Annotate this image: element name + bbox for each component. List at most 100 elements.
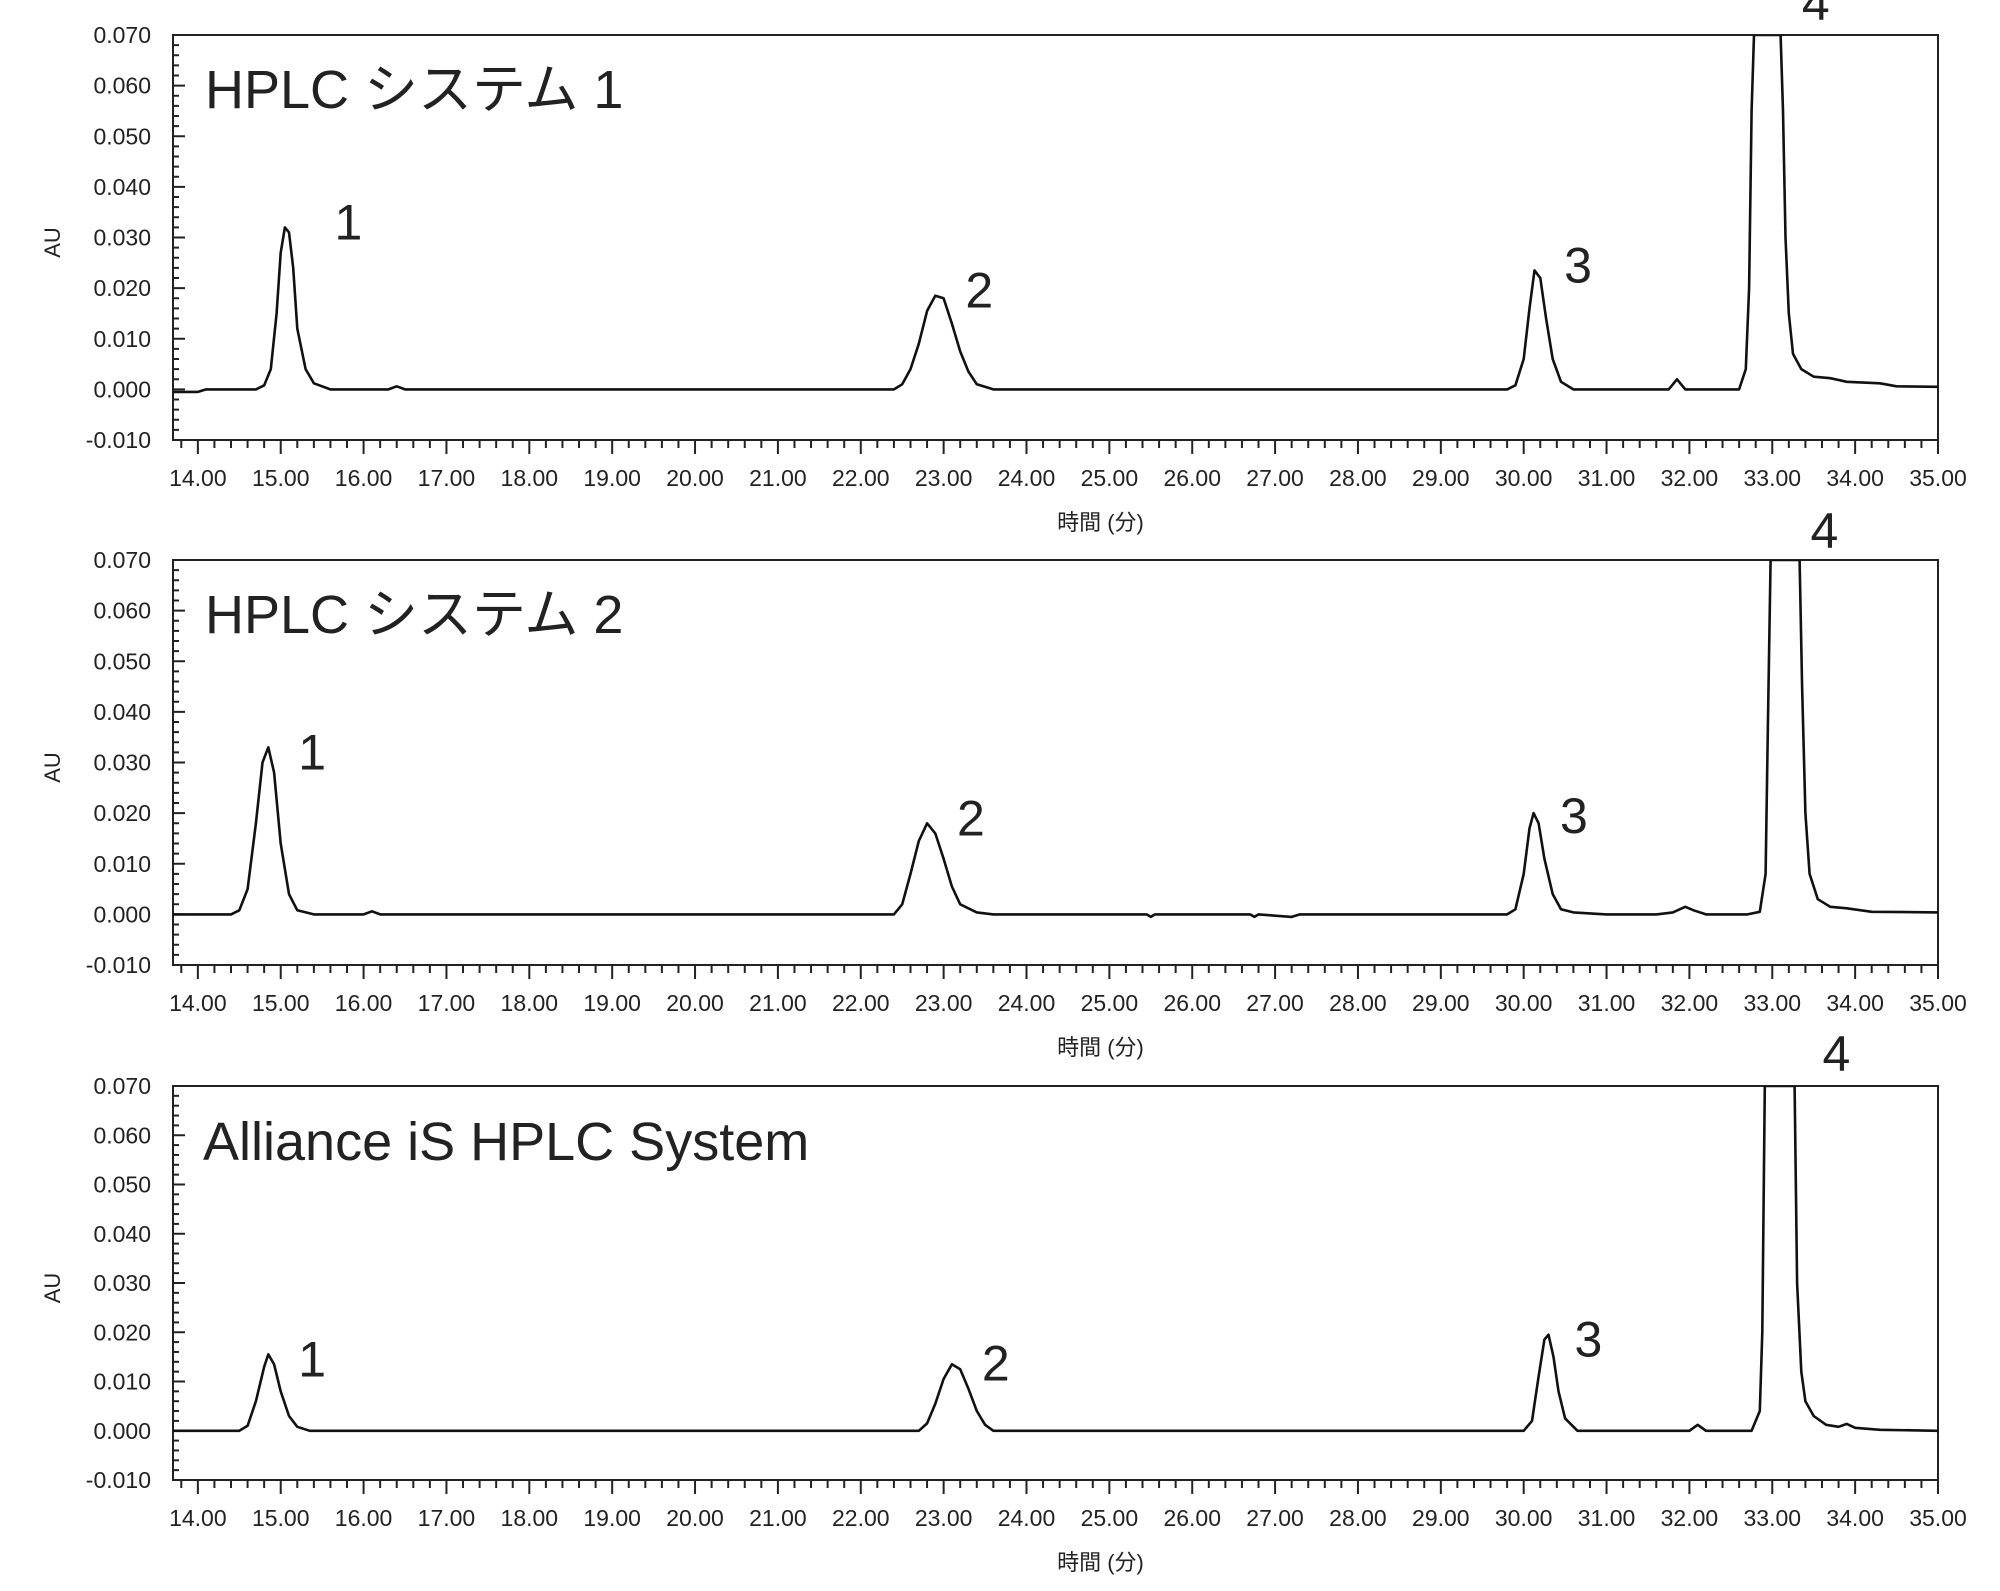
x-tick-label: 30.00: [1495, 465, 1553, 491]
peak-label-4: 4: [1802, 0, 1830, 31]
peak-label-1: 1: [298, 724, 326, 780]
x-tick-label: 33.00: [1743, 1505, 1801, 1531]
peak-label-4: 4: [1823, 1026, 1851, 1082]
x-tick-label: 31.00: [1578, 465, 1636, 491]
x-tick-label: 16.00: [335, 1505, 393, 1531]
x-tick-label: 18.00: [501, 465, 559, 491]
x-tick-label: 14.00: [169, 465, 227, 491]
x-tick-label: 29.00: [1412, 990, 1470, 1016]
peak-label-2: 2: [957, 790, 985, 846]
x-tick-label: 25.00: [1081, 465, 1139, 491]
x-tick-label: 14.00: [169, 1505, 227, 1531]
peak-label-1: 1: [335, 194, 363, 250]
x-tick-label: 24.00: [998, 465, 1056, 491]
y-tick-label: 0.030: [93, 225, 151, 251]
x-tick-label: 25.00: [1081, 990, 1139, 1016]
x-tick-label: 34.00: [1826, 990, 1884, 1016]
y-tick-label: 0.060: [93, 598, 151, 624]
x-tick-label: 21.00: [749, 465, 807, 491]
peak-label-3: 3: [1564, 237, 1592, 293]
x-tick-label: 31.00: [1578, 1505, 1636, 1531]
x-tick-label: 14.00: [169, 990, 227, 1016]
chromatogram-trace: [173, 1086, 1938, 1433]
y-tick-label: 0.010: [93, 851, 151, 877]
x-tick-label: 29.00: [1412, 1505, 1470, 1531]
x-tick-label: 35.00: [1909, 465, 1967, 491]
x-tick-label: 21.00: [749, 1505, 807, 1531]
y-tick-label: -0.010: [86, 1467, 151, 1493]
x-tick-label: 22.00: [832, 465, 890, 491]
panel-title: HPLC システム 2: [205, 585, 623, 645]
x-tick-label: 17.00: [418, 990, 476, 1016]
x-tick-label: 27.00: [1246, 1505, 1304, 1531]
y-tick-label: 0.050: [93, 1172, 151, 1198]
x-tick-label: 15.00: [252, 465, 310, 491]
y-tick-label: 0.040: [93, 699, 151, 725]
x-tick-label: 19.00: [583, 990, 641, 1016]
x-tick-label: 32.00: [1661, 465, 1719, 491]
y-tick-label: 0.010: [93, 1369, 151, 1395]
x-tick-label: 22.00: [832, 990, 890, 1016]
y-tick-label: 0.060: [93, 1122, 151, 1148]
x-tick-label: 35.00: [1909, 990, 1967, 1016]
y-axis-title: AU: [40, 227, 65, 258]
x-tick-label: 17.00: [418, 465, 476, 491]
x-tick-label: 23.00: [915, 1505, 973, 1531]
x-tick-label: 22.00: [832, 1505, 890, 1531]
x-tick-label: 33.00: [1743, 465, 1801, 491]
y-tick-label: 0.010: [93, 326, 151, 352]
y-tick-label: 0.020: [93, 800, 151, 826]
chart-panel-3: 0.070 0.060 0.050 0.040 0.030 0.020 0.010 0.000…: [40, 1026, 1967, 1575]
x-tick-label: 20.00: [666, 1505, 724, 1531]
x-tick-label: 27.00: [1246, 990, 1304, 1016]
x-tick-label: 32.00: [1661, 990, 1719, 1016]
x-tick-label: 16.00: [335, 465, 393, 491]
x-tick-label: 19.00: [583, 465, 641, 491]
x-tick-label: 26.00: [1163, 990, 1221, 1016]
y-tick-label: 0.070: [93, 22, 151, 48]
x-tick-label: 23.00: [915, 990, 973, 1016]
x-tick-label: 34.00: [1826, 1505, 1884, 1531]
x-tick-label: 16.00: [335, 990, 393, 1016]
chromatogram-trace: [173, 35, 1938, 394]
x-tick-label: 21.00: [749, 990, 807, 1016]
x-tick-label: 29.00: [1412, 465, 1470, 491]
y-tick-label: -0.010: [86, 952, 151, 978]
y-tick-label: -0.010: [86, 427, 151, 453]
x-tick-label: 26.00: [1163, 1505, 1221, 1531]
x-tick-label: 27.00: [1246, 465, 1304, 491]
y-tick-label: 0.030: [93, 750, 151, 776]
x-tick-label: 24.00: [998, 1505, 1056, 1531]
x-axis-title: 時間 (分): [1057, 1550, 1144, 1575]
x-tick-label: 15.00: [252, 990, 310, 1016]
x-tick-label: 18.00: [501, 990, 559, 1016]
y-tick-label: 0.060: [93, 73, 151, 99]
chart-panel-2: 0.070 0.060 0.050 0.040 0.030 0.020 0.010 0.000…: [40, 503, 1967, 1060]
y-tick-label: 0.070: [93, 1073, 151, 1099]
peak-label-1: 1: [298, 1331, 326, 1387]
x-tick-label: 15.00: [252, 1505, 310, 1531]
panel-title: Alliance iS HPLC System: [203, 1112, 809, 1172]
peak-label-2: 2: [965, 263, 993, 319]
y-tick-label: 0.000: [93, 376, 151, 402]
x-tick-label: 20.00: [666, 465, 724, 491]
x-tick-label: 24.00: [998, 990, 1056, 1016]
y-tick-label: 0.040: [93, 1221, 151, 1247]
x-tick-label: 18.00: [501, 1505, 559, 1531]
peak-label-2: 2: [982, 1335, 1010, 1391]
x-tick-label: 23.00: [915, 465, 973, 491]
peak-label-4: 4: [1811, 503, 1839, 559]
y-tick-label: 0.040: [93, 174, 151, 200]
x-tick-label: 32.00: [1661, 1505, 1719, 1531]
chromatogram-trace: [173, 560, 1938, 919]
y-tick-label: 0.070: [93, 547, 151, 573]
y-tick-label: 0.030: [93, 1270, 151, 1296]
x-tick-label: 34.00: [1826, 465, 1884, 491]
x-tick-label: 26.00: [1163, 465, 1221, 491]
x-tick-label: 35.00: [1909, 1505, 1967, 1531]
x-axis-title: 時間 (分): [1057, 1035, 1144, 1060]
x-tick-label: 25.00: [1081, 1505, 1139, 1531]
peak-label-3: 3: [1560, 788, 1588, 844]
x-tick-label: 28.00: [1329, 465, 1387, 491]
